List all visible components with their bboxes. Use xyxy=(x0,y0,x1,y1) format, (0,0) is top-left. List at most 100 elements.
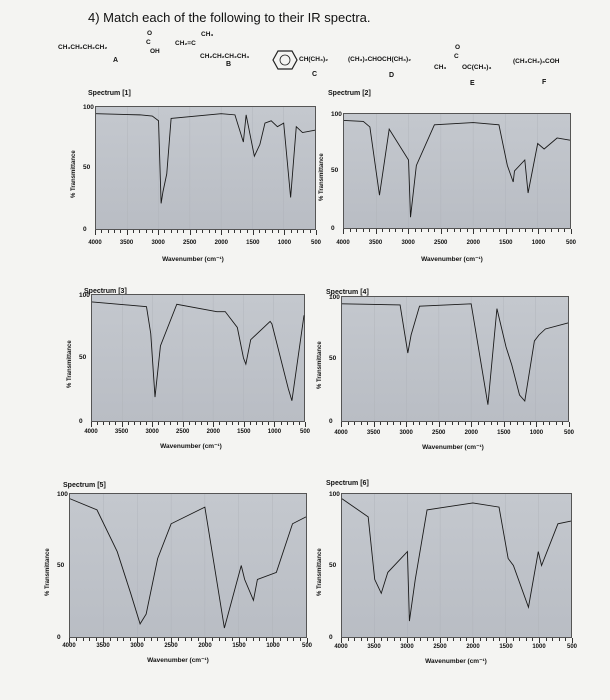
spectrum-title: Spectrum [5] xyxy=(63,482,106,489)
y-axis-label: % Transmittance xyxy=(71,150,77,198)
compound-a-oh: OH xyxy=(150,48,160,55)
x-tick-label: 500 xyxy=(310,240,322,246)
y-tick-label: 100 xyxy=(57,491,68,498)
x-tick-label: 3000 xyxy=(399,430,413,436)
x-tick-label: 1500 xyxy=(499,240,513,246)
y-tick-label: 0 xyxy=(79,418,83,425)
y-axis-label: % Transmittance xyxy=(317,547,323,596)
x-tick-marks xyxy=(95,230,317,236)
x-tick-label: 2500 xyxy=(432,430,446,436)
x-tick-marks xyxy=(69,638,308,644)
y-tick-label: 0 xyxy=(57,634,61,641)
x-tick-label: 2500 xyxy=(434,240,448,246)
spectrum-chart xyxy=(91,295,305,421)
spectrum-trace xyxy=(91,301,305,401)
x-tick-label: 500 xyxy=(299,429,311,435)
compound-a-carbonyl-o: O xyxy=(147,30,153,37)
question-text: 4) Match each of the following to their … xyxy=(88,10,371,25)
spectrum-title: Spectrum [4] xyxy=(326,289,369,296)
spectrum-plot xyxy=(95,106,316,230)
x-tick-label: 3000 xyxy=(401,240,415,246)
x-tick-label: 2500 xyxy=(433,644,447,650)
x-tick-label: 2000 xyxy=(198,643,212,649)
x-tick-label: 4000 xyxy=(62,643,76,649)
x-axis-label: Wavenumber (cm⁻¹) xyxy=(160,443,222,450)
x-tick-label: 500 xyxy=(301,643,313,649)
spectrum-chart xyxy=(95,107,316,229)
y-tick-label: 50 xyxy=(329,355,337,362)
x-tick-label: 3500 xyxy=(367,644,381,650)
spectrum-chart xyxy=(341,297,569,421)
x-axis-label: Wavenumber (cm⁻¹) xyxy=(147,657,209,664)
x-tick-label: 1500 xyxy=(232,643,246,649)
y-tick-label: 100 xyxy=(329,294,340,301)
x-tick-marks xyxy=(91,422,306,428)
compound-a: CH₃CH₂CH₂CH₂ xyxy=(58,44,107,51)
spectrum-trace xyxy=(69,498,307,629)
x-tick-label: 3500 xyxy=(114,429,129,435)
x-tick-label: 3500 xyxy=(368,240,383,246)
y-tick-label: 100 xyxy=(79,292,90,299)
spectrum-chart xyxy=(343,114,571,228)
x-tick-label: 2000 xyxy=(214,240,228,246)
x-tick-label: 1000 xyxy=(532,644,546,650)
spectrum-plot xyxy=(341,296,569,422)
x-tick-label: 4000 xyxy=(88,240,102,246)
spectrum-plot xyxy=(91,294,305,422)
x-tick-marks xyxy=(341,422,570,428)
compound-a-chain: CH₃CH₂CH₂CH₂ xyxy=(58,44,108,51)
x-tick-label: 3000 xyxy=(151,240,165,246)
spectrum-trace xyxy=(341,303,569,405)
compound-a-carbon: C xyxy=(146,39,151,46)
compound-b-chain: CH₂CH₂CH₂CH₃ xyxy=(200,53,250,60)
y-tick-label: 50 xyxy=(331,167,339,174)
x-tick-label: 1500 xyxy=(497,430,511,436)
spectrum-plot xyxy=(341,493,572,638)
x-tick-label: 2000 xyxy=(466,240,480,246)
spectrum-trace xyxy=(343,119,571,218)
spectrum-chart xyxy=(69,494,307,637)
compound-c-substituent: CH(CH₃)₂ xyxy=(299,56,328,63)
y-tick-label: 50 xyxy=(79,354,87,361)
x-axis-label: Wavenumber (cm⁻¹) xyxy=(422,444,484,451)
x-tick-label: 2500 xyxy=(183,240,197,246)
spectrum-chart xyxy=(341,494,572,637)
x-tick-label: 1000 xyxy=(266,643,280,649)
spectrum-title: Spectrum [1] xyxy=(88,90,131,97)
compound-a-letter: A xyxy=(113,57,119,64)
x-tick-label: 2000 xyxy=(466,644,480,650)
compound-e-letter: E xyxy=(470,80,475,87)
compound-f-formula: (CH₃CH₂)₃COH xyxy=(513,58,560,65)
y-axis-label: % Transmittance xyxy=(317,341,323,389)
x-tick-label: 500 xyxy=(566,644,578,650)
x-tick-label: 3000 xyxy=(130,643,144,649)
compound-list: CH₃CH₂CH₂CH₂ O C OH A CH₃ CH₂=C CH₂CH₂CH… xyxy=(0,0,610,90)
compound-d-formula: (CH₃)₂CHOCH(CH₃)₂ xyxy=(348,56,412,63)
x-tick-label: 2500 xyxy=(164,643,178,649)
compound-e-carbonyl-o: O xyxy=(455,44,461,51)
y-axis-label: % Transmittance xyxy=(67,340,73,388)
x-tick-marks xyxy=(341,638,573,644)
spectrum-title: Spectrum [3] xyxy=(84,288,127,295)
x-tick-label: 1000 xyxy=(267,429,282,435)
x-axis-label: Wavenumber (cm⁻¹) xyxy=(421,256,483,263)
x-tick-label: 500 xyxy=(565,240,577,246)
x-tick-label: 1500 xyxy=(499,644,513,650)
x-tick-label: 4000 xyxy=(84,429,98,435)
x-tick-label: 1500 xyxy=(246,240,260,246)
y-tick-label: 100 xyxy=(329,491,340,498)
x-tick-label: 1000 xyxy=(531,240,546,246)
y-tick-label: 0 xyxy=(83,226,87,233)
x-tick-label: 4000 xyxy=(334,644,348,650)
y-tick-label: 100 xyxy=(331,111,342,118)
x-axis-label: Wavenumber (cm⁻¹) xyxy=(425,658,487,665)
compound-c-letter: C xyxy=(312,71,318,78)
benzene-ring-icon xyxy=(272,50,298,70)
spectrum-trace xyxy=(341,498,572,622)
x-tick-label: 2000 xyxy=(206,429,220,435)
x-tick-label: 1500 xyxy=(237,429,251,435)
compound-b-alkene: CH₂=C xyxy=(175,40,196,47)
compound-f-letter: F xyxy=(542,79,547,86)
y-tick-label: 0 xyxy=(329,418,333,425)
compound-b-letter: B xyxy=(226,61,232,68)
